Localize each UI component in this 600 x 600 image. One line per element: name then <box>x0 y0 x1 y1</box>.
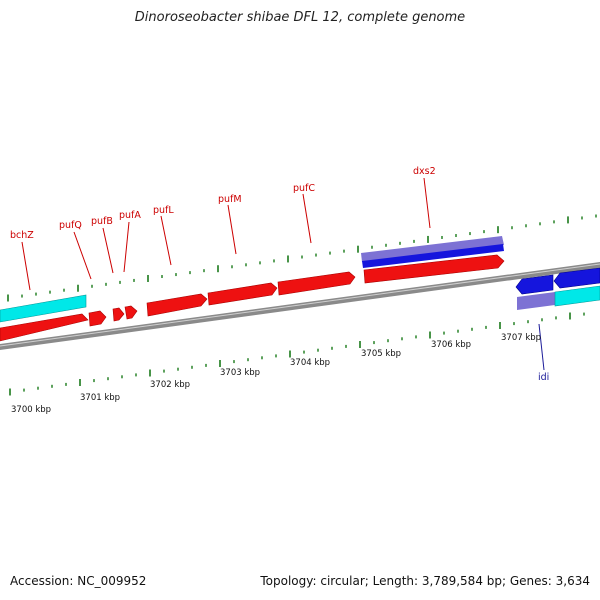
bchz-leader <box>21 241 31 291</box>
kbp-label: 3702 kbp <box>150 380 190 390</box>
map-title: Dinoroseobacter shibae DFL 12, complete … <box>134 10 466 25</box>
pufq-gene <box>88 310 107 327</box>
pufb-leader <box>102 227 114 274</box>
genome-summary-text: Topology: circular; Length: 3,789,584 bp… <box>260 574 590 588</box>
dxs2-forward-gene <box>363 254 505 284</box>
dxs2-gc-band <box>361 236 504 262</box>
label-leaders <box>21 177 431 291</box>
kbp-label: 3701 kbp <box>80 393 120 403</box>
dxs2-leader <box>423 177 431 229</box>
pufc-gene <box>277 271 356 296</box>
pufl-leader <box>160 215 172 266</box>
kbp-label: 3703 kbp <box>220 368 260 378</box>
idi-gc-band <box>517 292 555 310</box>
bchz-gene <box>0 313 89 342</box>
kbp-label: 3706 kbp <box>431 340 471 350</box>
reverse-cyan-feature <box>554 285 600 307</box>
kbp-label: 3704 kbp <box>290 358 330 368</box>
bchz-cyan-feature <box>0 294 87 323</box>
reverse-gene-right <box>553 267 600 289</box>
upper-tick-track <box>7 214 597 302</box>
pufq-leader <box>73 231 92 280</box>
forward-cds-track <box>0 254 505 342</box>
gene-label-bchz: bchZ <box>10 230 34 241</box>
kbp-label: 3705 kbp <box>361 349 401 359</box>
gene-label-dxs2: dxs2 <box>413 166 436 177</box>
idi-leader <box>538 323 545 371</box>
backbone-highlight <box>0 263 600 347</box>
kbp-label: 3700 kbp <box>11 405 51 415</box>
reverse-cds-track <box>515 267 600 310</box>
pufb-gene <box>112 307 125 322</box>
upper-feature-band <box>0 236 504 323</box>
gene-label-pufb: pufB <box>91 216 113 227</box>
gene-label-pufc: pufC <box>293 183 315 194</box>
pufm-gene <box>207 282 278 306</box>
gene-label-pufm: pufM <box>218 194 242 205</box>
kbp-label-layer: 3700 kbp 3701 kbp 3702 kbp 3703 kbp 3704… <box>11 333 541 415</box>
pufa-leader <box>123 221 130 273</box>
pufm-leader <box>227 204 237 255</box>
accession-text: Accession: NC_009952 <box>10 574 147 588</box>
gene-label-idi: idi <box>538 372 549 383</box>
pufa-gene <box>124 305 138 320</box>
gene-label-pufl: pufL <box>153 205 174 216</box>
pufc-leader <box>302 193 312 244</box>
dxs2-gene <box>362 244 504 268</box>
gene-label-pufq: pufQ <box>59 220 82 231</box>
pufl-gene <box>146 293 208 317</box>
gene-label-layer: bchZ pufQ pufB pufA pufL pufM pufC dxs2 … <box>10 166 549 383</box>
idi-gene <box>515 274 554 295</box>
lower-tick-track <box>9 312 585 396</box>
gene-label-pufa: pufA <box>119 210 141 221</box>
kbp-label: 3707 kbp <box>501 333 541 343</box>
